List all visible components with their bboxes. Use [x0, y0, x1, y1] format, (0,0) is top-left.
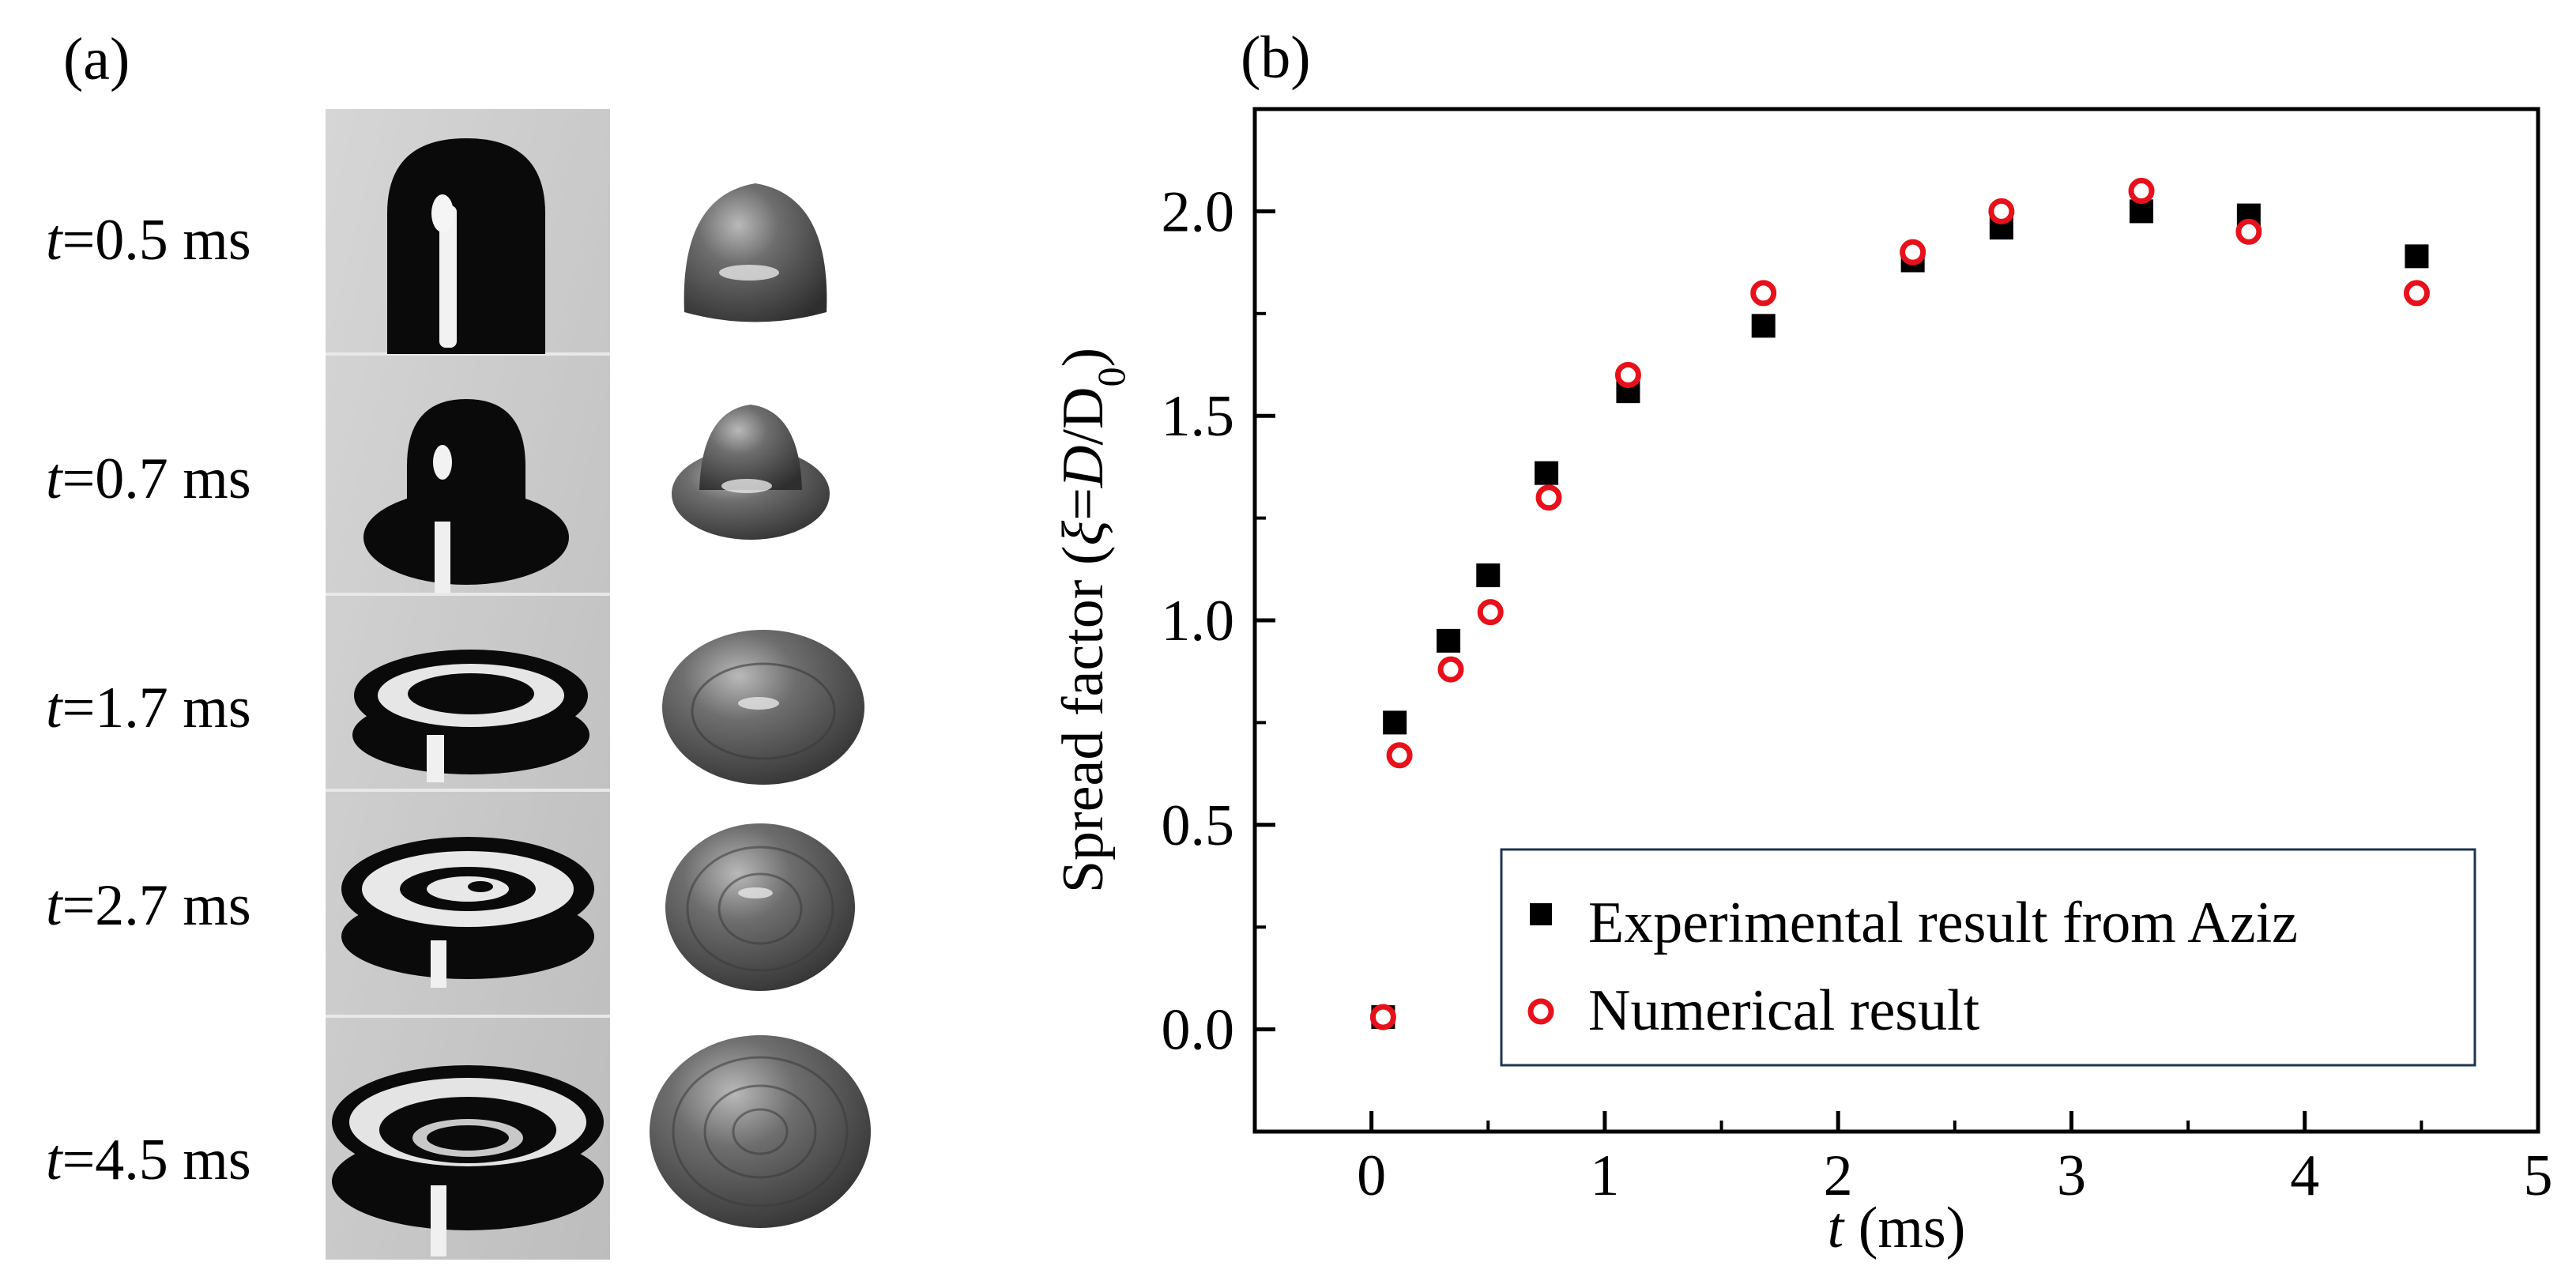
- experimental-point-11: [2405, 244, 2429, 269]
- y-axis-label: Spread factor (ξ=D/D0): [1051, 348, 1133, 893]
- panel-a: (a) t=0.5 ms t=0.7 ms t=1.7 ms t=2.7 ms …: [46, 26, 871, 1260]
- time-label-5: t=4.5 ms: [46, 1128, 251, 1192]
- y-tick-label-1: 0.5: [1162, 793, 1235, 858]
- y-tick-label-3: 1.5: [1162, 384, 1235, 449]
- time-label-4: t=2.7 ms: [46, 873, 251, 938]
- x-tick-label-5: 5: [2524, 1143, 2553, 1208]
- experimental-point-4: [1535, 461, 1559, 485]
- spread-factor-chart: (b) 0 1 2 3 4 5 0.0 0.5 1.0 1.5 2.0 t (ms) Spread…: [1051, 24, 2553, 1260]
- experiment-frame-3: [352, 650, 589, 782]
- experiment-frame-4: [341, 837, 594, 988]
- y-tick-label-2: 1.0: [1162, 589, 1235, 654]
- series-1: [1369, 178, 2430, 1030]
- numerical-point-5: [1614, 361, 1641, 388]
- numerical-point-7: [1900, 239, 1926, 266]
- experimental-point-2: [1437, 628, 1461, 653]
- panel-a-label: (a): [63, 26, 130, 92]
- time-label-3: t=1.7 ms: [46, 676, 251, 740]
- numerical-point-6: [1750, 280, 1777, 307]
- simulation-droplet-3: [662, 630, 864, 785]
- y-tick-label-4: 2.0: [1162, 179, 1235, 244]
- experimental-point-3: [1476, 563, 1501, 588]
- legend-marker-experimental: [1530, 903, 1552, 925]
- experiment-photo-strip: [326, 109, 610, 1260]
- y-tick-label-0: 0.0: [1162, 998, 1235, 1063]
- simulation-droplet-4: [665, 823, 855, 991]
- x-tick-label-4: 4: [2290, 1143, 2319, 1208]
- numerical-point-0: [1369, 1004, 1396, 1030]
- simulation-droplet-5: [650, 1035, 871, 1228]
- numerical-point-2: [1437, 656, 1464, 683]
- x-tick-label-0: 0: [1357, 1143, 1386, 1208]
- experiment-frame-5: [332, 1065, 604, 1256]
- legend-label-numerical: Numerical result: [1588, 978, 1980, 1043]
- numerical-point-3: [1477, 599, 1504, 626]
- numerical-point-4: [1535, 484, 1562, 511]
- y-axis: 0.0 0.5 1.0 1.5 2.0: [1162, 179, 1275, 1063]
- legend: Experimental result from Aziz Numerical …: [1500, 848, 2476, 1067]
- legend-box: [1500, 848, 2476, 1067]
- x-tick-label-2: 2: [1824, 1143, 1853, 1208]
- numerical-point-9: [2128, 178, 2155, 205]
- legend-marker-numerical: [1527, 998, 1554, 1025]
- legend-label-experimental: Experimental result from Aziz: [1588, 891, 2298, 955]
- time-label-2: t=0.7 ms: [46, 446, 251, 511]
- numerical-point-10: [2235, 218, 2262, 245]
- experiment-frame-2: [363, 399, 569, 593]
- experiment-frame-1: [387, 138, 545, 354]
- simulation-droplet-1: [684, 183, 827, 322]
- panel-b-label: (b): [1241, 24, 1311, 91]
- numerical-point-1: [1386, 742, 1413, 769]
- experimental-point-6: [1751, 314, 1776, 338]
- x-tick-label-1: 1: [1590, 1143, 1619, 1208]
- series-layer: [1369, 178, 2430, 1030]
- simulation-droplet-2: [672, 405, 830, 540]
- x-axis-label: t (ms): [1828, 1196, 1966, 1260]
- numerical-point-8: [1988, 198, 2015, 224]
- time-label-1: t=0.5 ms: [46, 208, 251, 273]
- x-tick-label-3: 3: [2057, 1143, 2086, 1208]
- x-axis: 0 1 2 3 4 5: [1253, 1111, 2553, 1208]
- experimental-point-1: [1383, 710, 1407, 735]
- numerical-point-11: [2403, 280, 2430, 307]
